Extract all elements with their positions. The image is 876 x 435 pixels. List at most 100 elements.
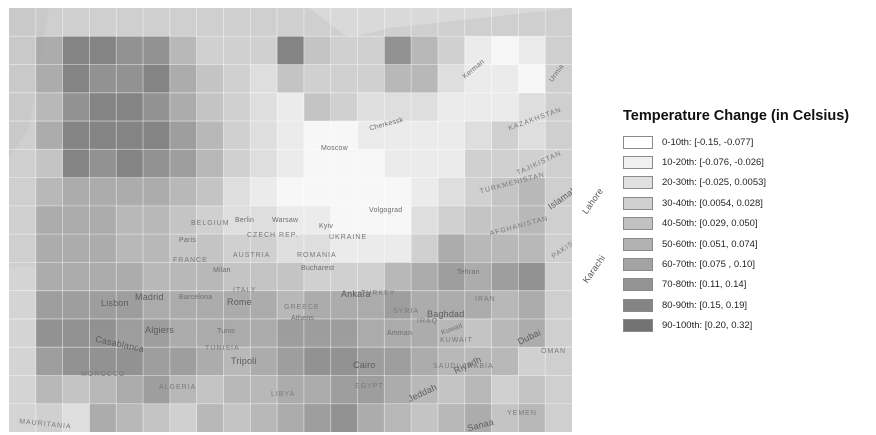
heatmap-cell — [143, 64, 171, 93]
heatmap-cell — [491, 403, 519, 432]
heatmap-cell — [143, 347, 171, 376]
heatmap-cell — [518, 205, 546, 235]
heatmap-cell — [464, 403, 492, 432]
heatmap-cell — [116, 177, 144, 207]
heatmap-cell — [437, 149, 465, 178]
heatmap-cell — [277, 121, 305, 150]
heatmap-cell — [277, 347, 305, 376]
heatmap-cell — [62, 290, 90, 320]
heatmap-cell — [116, 121, 144, 150]
heatmap-cell — [62, 234, 90, 263]
heatmap-cell — [357, 403, 385, 432]
heatmap-cell — [357, 234, 385, 263]
heatmap-cell — [411, 347, 439, 376]
heatmap-cell — [196, 64, 224, 93]
heatmap-cell — [357, 205, 385, 235]
legend-title: Temperature Change (in Celsius) — [623, 108, 850, 124]
heatmap-cell — [437, 347, 465, 376]
place-label-lahore-outside: Lahore — [580, 186, 606, 216]
legend-swatch — [623, 278, 653, 292]
heatmap-cell — [464, 205, 492, 235]
heatmap-cell — [223, 205, 251, 235]
heatmap-cell — [357, 121, 385, 150]
heatmap-cell — [35, 92, 63, 122]
heatmap-cell — [303, 347, 331, 376]
heatmap-cell — [250, 121, 278, 150]
place-label-saudi: SAUDI ARABIA — [433, 363, 494, 370]
heatmap-cell — [491, 149, 519, 178]
heatmap-cell — [411, 121, 439, 150]
place-label-rome: Rome — [227, 297, 252, 307]
heatmap-cell — [35, 375, 63, 404]
heatmap-cell — [62, 64, 90, 93]
heatmap-cell — [223, 234, 251, 263]
heatmap-cell — [250, 205, 278, 235]
heatmap-cell — [143, 36, 171, 65]
heatmap-cell — [464, 121, 492, 150]
heatmap-cell — [437, 375, 465, 404]
heatmap-cell — [196, 290, 224, 320]
heatmap-cell — [223, 177, 251, 207]
heatmap-cell — [169, 36, 197, 65]
heatmap-cell — [491, 262, 519, 291]
heatmap-cell — [437, 92, 465, 122]
heatmap-cell — [223, 36, 251, 65]
heatmap-cell — [89, 177, 117, 207]
heatmap-cell — [250, 92, 278, 122]
heatmap-cell — [491, 205, 519, 235]
heatmap-cell — [384, 234, 412, 263]
heatmap-cell — [196, 347, 224, 376]
place-label-kuwait-state: KUWAIT — [440, 337, 473, 344]
legend-swatch — [623, 258, 653, 272]
legend-label: 90-100th: [0.20, 0.32] — [662, 320, 753, 332]
heatmap-cell — [116, 403, 144, 432]
legend-swatch — [623, 298, 653, 312]
heatmap-cell — [89, 149, 117, 178]
heatmap-cell — [196, 375, 224, 404]
heatmap-cell — [250, 403, 278, 432]
heatmap-cell — [223, 64, 251, 93]
heatmap-cell — [411, 375, 439, 404]
heatmap-cell — [223, 121, 251, 150]
heatmap-cell — [62, 36, 90, 65]
heatmap-cell — [89, 121, 117, 150]
heatmap-cell — [437, 36, 465, 65]
heatmap-cell — [518, 318, 546, 348]
heatmap-cell — [143, 121, 171, 150]
heatmap-cell — [464, 92, 492, 122]
heatmap-cell — [250, 234, 278, 263]
heatmap-cell — [62, 121, 90, 150]
heatmap-cell — [384, 64, 412, 93]
heatmap-cell — [518, 375, 546, 404]
heatmap-cell — [330, 375, 358, 404]
heatmap-cell — [35, 262, 63, 291]
heatmap-cell — [437, 177, 465, 207]
place-label-warsaw: Warsaw — [272, 217, 299, 224]
heatmap-cell — [35, 64, 63, 93]
heatmap-cell — [89, 403, 117, 432]
heatmap-cell — [330, 36, 358, 65]
place-label-ankara: Ankara — [341, 289, 371, 299]
place-label-morocco: MOROCCO — [81, 371, 126, 378]
place-label-syria: SYRIA — [393, 308, 420, 315]
heatmap-cell — [518, 149, 546, 178]
legend-swatch — [623, 237, 653, 251]
map-graphic — [9, 8, 572, 432]
heatmap-cell — [384, 92, 412, 122]
place-label-egypt: EGYPT — [355, 383, 384, 390]
place-label-yemen: YEMEN — [507, 410, 537, 417]
heatmap-cell — [223, 149, 251, 178]
heatmap-cell — [89, 290, 117, 320]
place-label-athens: Athens — [291, 315, 314, 322]
heatmap-cell — [411, 234, 439, 263]
legend-item: 0-10th: [-0.15, -0.077] — [623, 132, 873, 152]
heatmap-cell — [518, 92, 546, 122]
heatmap-cell — [169, 347, 197, 376]
heatmap-cell — [223, 403, 251, 432]
heatmap-cell — [169, 262, 197, 291]
heatmap-cell — [196, 234, 224, 263]
heatmap-cell — [384, 403, 412, 432]
heatmap-cell — [35, 403, 63, 432]
place-label-ukraine: UKRAINE — [329, 234, 368, 241]
heatmap-cell — [89, 347, 117, 376]
